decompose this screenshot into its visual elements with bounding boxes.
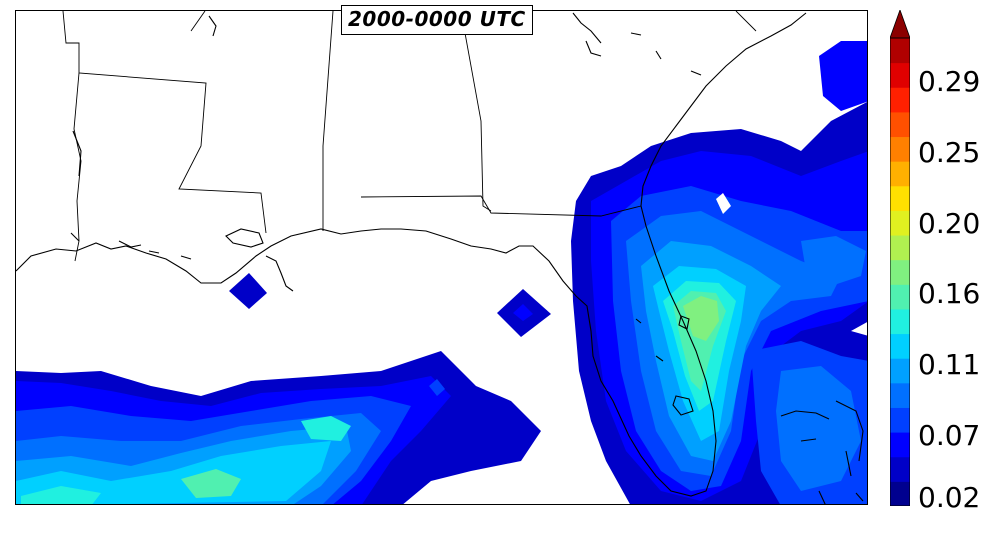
colorbar-border <box>890 37 910 506</box>
precip-cells-isolated <box>229 273 551 337</box>
colorbar-segments <box>890 38 910 506</box>
colorbar-segment <box>890 382 910 408</box>
colorbar-segment <box>890 481 910 506</box>
colorbar-tick-label: 0.25 <box>918 136 981 169</box>
colorbar-segment <box>890 111 910 138</box>
colorbar-tick-label: 0.11 <box>918 348 981 381</box>
colorbar-tick-label: 0.07 <box>918 419 981 452</box>
coastlines <box>16 12 864 504</box>
colorbar <box>890 10 910 506</box>
colorbar-segment <box>890 432 910 458</box>
colorbar-segment <box>890 259 910 285</box>
map-title: 2000-0000 UTC <box>341 5 533 35</box>
colorbar-segment <box>890 38 910 64</box>
colorbar-segment <box>890 185 910 211</box>
colorbar-segment <box>890 235 910 261</box>
map-canvas <box>16 11 867 504</box>
colorbar-segment <box>890 161 910 187</box>
colorbar-segment <box>890 210 910 236</box>
colorbar-segment <box>890 87 910 113</box>
colorbar-tick-label: 0.02 <box>918 481 981 514</box>
colorbar-segment <box>890 308 910 335</box>
precip-field-gulf <box>16 351 541 504</box>
colorbar-segment <box>890 136 910 162</box>
map-panel <box>15 10 868 505</box>
colorbar-segment <box>890 407 910 433</box>
colorbar-extend-arrow <box>890 10 910 39</box>
precip-field-florida <box>571 41 867 504</box>
state-boundaries <box>62 11 757 262</box>
colorbar-segment <box>890 456 910 482</box>
colorbar-tick-label: 0.16 <box>918 277 981 310</box>
colorbar-segment <box>890 62 910 88</box>
colorbar-segment <box>890 358 910 384</box>
colorbar-segment <box>890 333 910 359</box>
colorbar-tick-label: 0.29 <box>918 65 981 98</box>
colorbar-tick-label: 0.20 <box>918 207 981 240</box>
colorbar-segment <box>890 284 910 310</box>
